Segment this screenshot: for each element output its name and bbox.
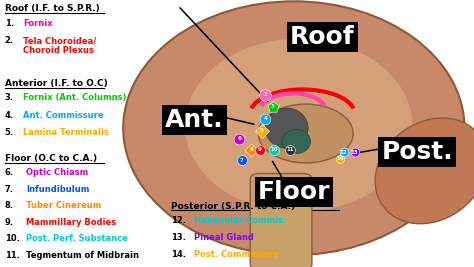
Text: Ant. Commissure: Ant. Commissure — [23, 111, 103, 120]
Point — [262, 117, 269, 121]
Point — [351, 150, 358, 154]
Point — [247, 147, 255, 152]
Text: 3.: 3. — [5, 93, 14, 103]
Text: 10: 10 — [270, 147, 278, 152]
Text: 2.: 2. — [5, 36, 14, 45]
Text: Roof (I.F. to S.P.R.): Roof (I.F. to S.P.R.) — [5, 4, 100, 13]
Point — [270, 147, 278, 152]
Text: 9: 9 — [258, 147, 262, 152]
Ellipse shape — [123, 1, 465, 255]
Point — [238, 158, 246, 162]
Text: Fornix (Ant. Columns): Fornix (Ant. Columns) — [23, 93, 126, 103]
Text: 9.: 9. — [5, 218, 14, 227]
Text: 4.: 4. — [5, 111, 14, 120]
Text: 10.: 10. — [5, 234, 19, 244]
Text: 6: 6 — [237, 136, 241, 141]
Text: Tuber Cinereum: Tuber Cinereum — [26, 201, 101, 210]
Text: Tela Choroidea/
Choroid Plexus: Tela Choroidea/ Choroid Plexus — [23, 36, 96, 56]
Text: 1.: 1. — [5, 19, 14, 28]
Text: Pineal Gland: Pineal Gland — [194, 233, 254, 242]
Text: Fornix: Fornix — [23, 19, 53, 28]
Text: Floor: Floor — [258, 180, 330, 204]
Text: Floor (O.C to C.A.): Floor (O.C to C.A.) — [5, 154, 97, 163]
Text: Roof: Roof — [290, 25, 355, 49]
Text: 14: 14 — [337, 156, 344, 161]
Ellipse shape — [282, 129, 310, 154]
Ellipse shape — [375, 118, 474, 224]
FancyBboxPatch shape — [250, 174, 312, 267]
Text: 3: 3 — [271, 104, 274, 109]
Point — [269, 105, 276, 109]
Text: Mammillary Bodies: Mammillary Bodies — [26, 218, 116, 227]
Text: 13.: 13. — [171, 233, 185, 242]
Point — [340, 150, 347, 154]
Text: Anterior (I.F. to O.C): Anterior (I.F. to O.C) — [5, 79, 108, 88]
Text: 8: 8 — [249, 147, 253, 152]
Text: 6.: 6. — [5, 168, 14, 177]
Text: 1: 1 — [264, 92, 267, 97]
Text: Lamina Terminalis: Lamina Terminalis — [23, 128, 109, 137]
Point — [258, 129, 265, 133]
Point — [337, 157, 344, 161]
Text: 11: 11 — [286, 147, 294, 152]
Text: 12.: 12. — [171, 216, 186, 225]
Text: 4: 4 — [264, 116, 267, 121]
Text: Infundibulum: Infundibulum — [26, 185, 90, 194]
Text: Post.: Post. — [381, 140, 453, 164]
Text: Ant.: Ant. — [165, 108, 224, 132]
Text: 8.: 8. — [5, 201, 14, 210]
Text: 7: 7 — [240, 158, 244, 163]
Point — [286, 147, 294, 152]
Text: 11.: 11. — [5, 251, 20, 260]
Ellipse shape — [265, 108, 308, 148]
Text: Optic Chiasm: Optic Chiasm — [26, 168, 88, 177]
Text: 5.: 5. — [5, 128, 14, 137]
Text: Posterior (S.P.R. to C.A.): Posterior (S.P.R. to C.A.) — [171, 202, 295, 211]
Text: Tegmentum of Midbrain: Tegmentum of Midbrain — [26, 251, 139, 260]
Text: 5: 5 — [260, 128, 264, 133]
Text: Post. Perf. Substance: Post. Perf. Substance — [26, 234, 128, 244]
Text: 12: 12 — [340, 150, 347, 155]
Point — [262, 93, 269, 97]
Text: Post. Commissure: Post. Commissure — [194, 250, 279, 259]
Ellipse shape — [185, 39, 412, 212]
Text: 13: 13 — [351, 150, 358, 155]
Text: 7.: 7. — [5, 185, 14, 194]
Point — [256, 147, 264, 152]
Point — [236, 137, 243, 141]
Ellipse shape — [258, 104, 353, 163]
Text: 14.: 14. — [171, 250, 186, 259]
Text: Habenular Commis.: Habenular Commis. — [194, 216, 287, 225]
